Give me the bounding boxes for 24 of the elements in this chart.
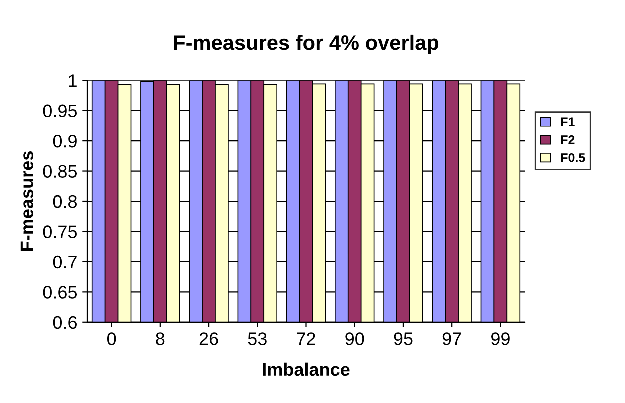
y-tick-label: 0.75: [43, 226, 78, 238]
x-tick-label: 95: [394, 332, 413, 346]
y-tick-label: 0.6: [53, 316, 77, 330]
y-tick-label: 0.95: [43, 104, 78, 118]
x-tick-label: 26: [200, 332, 218, 346]
legend-label: F2: [561, 136, 575, 144]
x-tick-label: 97: [442, 332, 462, 346]
chart-title: F-measures for 4% overlap: [174, 34, 439, 54]
y-tick-label: 0.8: [53, 195, 77, 208]
x-tick-label: 90: [346, 332, 364, 346]
x-tick-label: 99: [492, 332, 510, 346]
x-tick-label: 8: [156, 332, 165, 346]
y-tick-label: 0.9: [53, 134, 77, 148]
x-tick-label: 0: [107, 332, 116, 346]
y-tick-label: 1: [69, 74, 77, 88]
x-tick-label: 53: [248, 332, 267, 346]
y-tick-label: 0.65: [43, 286, 78, 299]
x-axis-title: Imbalance: [263, 362, 350, 376]
y-axis-title: F-measures: [20, 152, 34, 251]
y-tick-label: 0.7: [53, 256, 77, 269]
legend-label: F1: [561, 118, 575, 126]
legend-label: F0.5: [561, 153, 586, 162]
y-tick-label: 0.85: [43, 165, 78, 178]
x-tick-label: 72: [297, 332, 316, 346]
